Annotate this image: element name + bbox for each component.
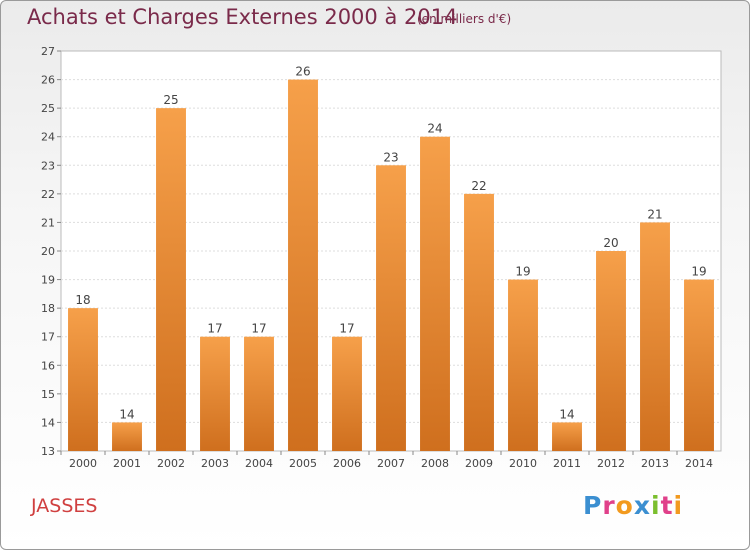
bar-2002 <box>156 108 186 452</box>
x-tick-label: 2005 <box>289 457 317 470</box>
bar-value-label: 14 <box>559 407 574 421</box>
x-tick-label: 2013 <box>641 457 669 470</box>
y-tick-label: 17 <box>41 331 55 344</box>
bar-value-label: 19 <box>691 265 706 279</box>
x-tick-label: 2014 <box>685 457 713 470</box>
x-tick-label: 2009 <box>465 457 493 470</box>
bar-2004 <box>244 336 274 451</box>
bar-value-label: 17 <box>207 322 222 336</box>
y-tick-label: 23 <box>41 159 55 172</box>
logo-letter: o <box>615 491 634 520</box>
logo-letter: i <box>673 491 684 520</box>
bar-2009 <box>464 193 494 451</box>
x-tick-label: 2007 <box>377 457 405 470</box>
y-tick-label: 14 <box>41 416 55 429</box>
x-tick-label: 2003 <box>201 457 229 470</box>
bar-value-label: 18 <box>75 293 90 307</box>
bar-value-label: 17 <box>339 322 354 336</box>
bar-2014 <box>684 279 714 451</box>
chart-subtitle: (en milliers d'€) <box>417 12 512 26</box>
y-tick-label: 16 <box>41 359 55 372</box>
bar-2011 <box>552 422 582 451</box>
x-tick-label: 2010 <box>509 457 537 470</box>
bar-value-label: 24 <box>427 122 442 136</box>
x-tick-label: 2000 <box>69 457 97 470</box>
x-tick-label: 2004 <box>245 457 273 470</box>
commune-name: JASSES <box>31 495 98 517</box>
bar-value-label: 22 <box>471 179 486 193</box>
x-tick-label: 2012 <box>597 457 625 470</box>
logo-letter: i <box>651 491 661 520</box>
chart-title: Achats et Charges Externes 2000 à 2014 <box>27 5 458 29</box>
y-tick-label: 20 <box>41 245 55 258</box>
bar-2001 <box>112 422 142 451</box>
logo-letter: t <box>660 491 674 520</box>
logo-letter: x <box>633 491 651 520</box>
bar-value-label: 25 <box>163 93 178 107</box>
x-tick-label: 2002 <box>157 457 185 470</box>
x-axis: 2000 2001 2002 2003 2004 2005 2006 2007 2008 2009… <box>60 451 713 470</box>
logo-letter: r <box>602 491 616 520</box>
bar-value-label: 17 <box>251 322 266 336</box>
bar-2000 <box>68 308 98 451</box>
bar-value-label: 26 <box>295 65 310 79</box>
bar-2012 <box>596 251 626 451</box>
x-tick-label: 2008 <box>421 457 449 470</box>
y-tick-label: 27 <box>41 45 55 58</box>
y-axis: 13 14 15 16 17 18 19 20 21 22 23 24 25 26 27 <box>41 45 61 458</box>
bar-value-label: 23 <box>383 150 398 164</box>
y-tick-label: 25 <box>41 102 55 115</box>
y-tick-label: 18 <box>41 302 55 315</box>
bar-value-label: 21 <box>647 207 662 221</box>
x-tick-label: 2001 <box>113 457 141 470</box>
proxiti-logo: Proxiti <box>583 491 683 520</box>
logo-letter: P <box>583 491 603 520</box>
y-tick-label: 26 <box>41 74 55 87</box>
y-tick-label: 19 <box>41 274 55 287</box>
bar-value-label: 14 <box>119 407 134 421</box>
x-tick-label: 2006 <box>333 457 361 470</box>
bar-2005 <box>288 79 318 452</box>
bar-2013 <box>640 222 670 451</box>
bar-2003 <box>200 336 230 451</box>
bar-2010 <box>508 279 538 451</box>
y-tick-label: 24 <box>41 131 55 144</box>
bar-value-label: 19 <box>515 265 530 279</box>
bar-2006 <box>332 336 362 451</box>
bar-2008 <box>420 136 450 451</box>
y-tick-label: 21 <box>41 216 55 229</box>
y-tick-label: 22 <box>41 188 55 201</box>
y-tick-label: 15 <box>41 388 55 401</box>
y-tick-label: 13 <box>41 445 55 458</box>
bar-2007 <box>376 165 406 452</box>
bar-value-label: 20 <box>603 236 618 250</box>
x-tick-label: 2011 <box>553 457 581 470</box>
bars: 18 14 25 17 17 26 17 23 24 22 19 14 20 21 19 <box>68 65 714 452</box>
